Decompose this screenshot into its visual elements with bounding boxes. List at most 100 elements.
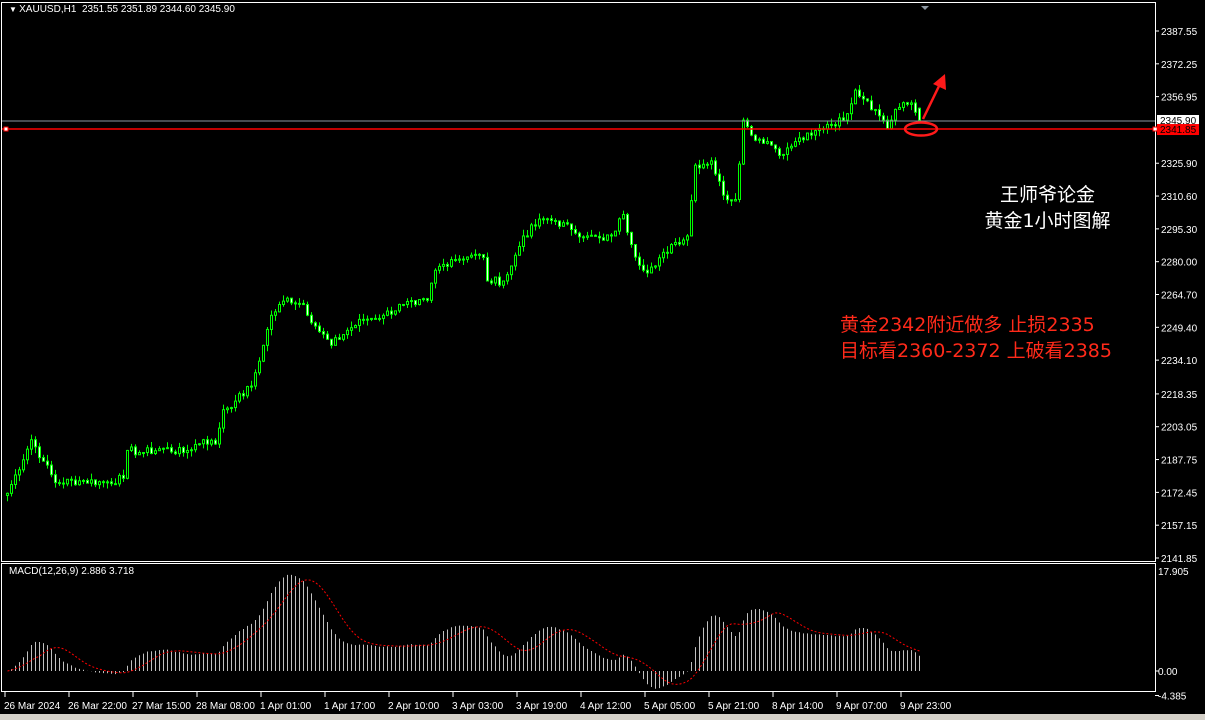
x-tick-label: 26 Mar 22:00 [68, 701, 127, 712]
candle-body [402, 303, 405, 306]
candle-body [794, 141, 797, 147]
time-axis[interactable]: 26 Mar 2024 26 Mar 22:00 27 Mar 15:00 28 Ma… [4, 692, 952, 712]
y-tick-label: 2295.30 [1161, 225, 1198, 236]
candle-body [486, 256, 489, 282]
trade-plan-annotation: 黄金2342附近做多 止损2335 目标看2360-2372 上破看2385 [840, 312, 1112, 364]
y-tick-label: 2187.75 [1161, 456, 1198, 467]
line-handle-left[interactable] [3, 126, 9, 132]
candle-body [554, 219, 557, 222]
candle-body [406, 301, 409, 306]
svg-text:2345.90: 2345.90 [1160, 116, 1197, 127]
y-tick-label: 2264.70 [1161, 291, 1198, 302]
candle-body [286, 297, 289, 302]
candle-body [622, 213, 625, 220]
candle-body [178, 447, 181, 455]
candle-body [194, 443, 197, 451]
candle-body [498, 276, 501, 286]
candle-body [106, 481, 109, 484]
candle-body [726, 194, 729, 201]
candle-body [674, 241, 677, 246]
candle-body [882, 115, 885, 121]
candle-body [74, 479, 77, 486]
candle-body [142, 452, 145, 455]
candle-body [58, 482, 61, 485]
candle-body [226, 407, 229, 411]
candle-body [518, 245, 521, 256]
x-tick-label: 2 Apr 10:00 [388, 701, 440, 712]
candle-body [90, 479, 93, 484]
dropdown-triangle-icon[interactable]: ▼ [9, 5, 20, 14]
candle-body [234, 400, 237, 409]
candle-body [502, 280, 505, 286]
candle-body [558, 220, 561, 227]
candle-body [542, 218, 545, 221]
svg-text:2341.85: 2341.85 [1160, 125, 1197, 136]
candle-body [846, 113, 849, 121]
candle-body [290, 297, 293, 304]
candle-body [446, 263, 449, 267]
candle-body [650, 266, 653, 274]
candle-body [742, 119, 745, 165]
candle-body [802, 137, 805, 141]
candle-body [318, 325, 321, 333]
candle-body [866, 98, 869, 102]
candle-body [746, 119, 749, 128]
candle-body [394, 310, 397, 315]
x-tick-label: 1 Apr 17:00 [324, 701, 376, 712]
candle-body [606, 234, 609, 241]
candle-body [474, 253, 477, 256]
candle-body [306, 304, 309, 316]
candle-body [294, 302, 297, 305]
candle-body [38, 446, 41, 459]
candle-body [450, 259, 453, 267]
candle-body [146, 447, 149, 454]
candle-body [590, 234, 593, 237]
chart-shift-marker-icon[interactable] [921, 6, 929, 10]
candle-body [690, 200, 693, 237]
candle-body [110, 481, 113, 485]
candle-body [262, 344, 265, 362]
y-tick-label: 2141.85 [1161, 554, 1198, 565]
candle-body [698, 164, 701, 169]
chart-header: ▼ XAUUSD,H1 2351.55 2351.89 2344.60 2345… [9, 4, 235, 15]
candle-body [618, 218, 621, 232]
price-axis[interactable]: 2387.55 2372.25 2356.95 2325.90 2310.60 2295.… [1155, 27, 1198, 565]
candle-body [154, 450, 157, 455]
candle-body [122, 474, 125, 479]
candle-body [570, 223, 573, 231]
x-tick-label: 5 Apr 05:00 [644, 701, 696, 712]
candle-body [662, 251, 665, 259]
candle-body [126, 449, 129, 479]
candle-body [150, 447, 153, 455]
candle-body [582, 236, 585, 239]
candle-body [230, 407, 233, 410]
candle-body [298, 302, 301, 305]
candle-body [222, 409, 225, 429]
up-arrow-icon [921, 74, 946, 120]
candle-body [326, 333, 329, 340]
candle-body [430, 282, 433, 301]
candle-body [50, 464, 53, 476]
candle-body [586, 235, 589, 238]
candle-body [66, 478, 69, 485]
candle-body [42, 457, 45, 462]
candle-body [762, 138, 765, 144]
candle-body [258, 360, 261, 374]
candle-body [738, 163, 741, 200]
candle-body [638, 256, 641, 266]
candle-body [410, 300, 413, 303]
candle-body [790, 145, 793, 149]
candle-body [614, 230, 617, 237]
candle-body [466, 256, 469, 260]
candle-body [798, 137, 801, 143]
candle-body [806, 132, 809, 141]
candle-body [214, 439, 217, 445]
candle-body [718, 173, 721, 182]
y-tick-label: 2172.45 [1161, 488, 1198, 499]
candle-body [898, 106, 901, 110]
x-tick-label: 5 Apr 21:00 [708, 701, 760, 712]
candle-body [250, 385, 253, 388]
candle-body [678, 241, 681, 245]
